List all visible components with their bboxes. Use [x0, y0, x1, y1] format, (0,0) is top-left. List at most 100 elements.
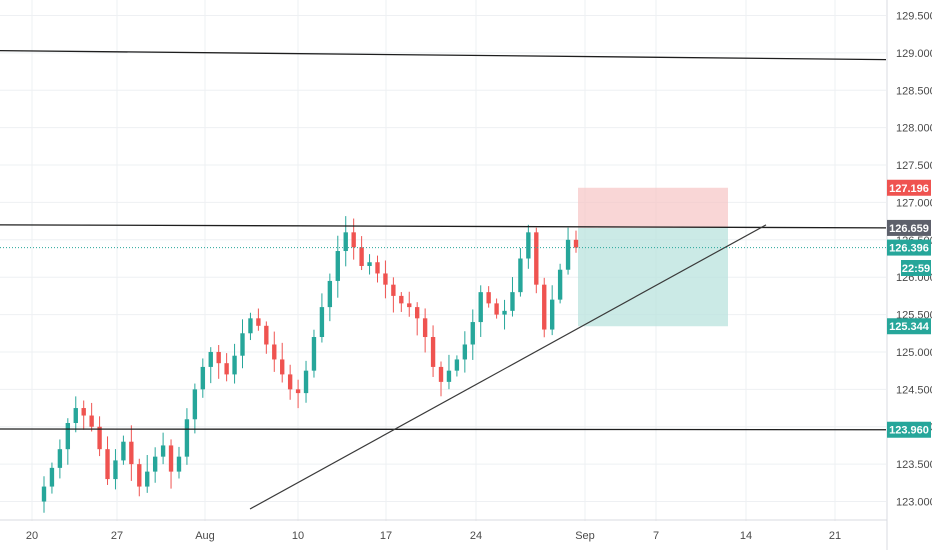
- candle: [343, 216, 348, 267]
- candle-body: [248, 318, 253, 334]
- badge-bg: [901, 260, 931, 276]
- badge-bg: [887, 179, 931, 196]
- candle-body: [303, 370, 309, 394]
- candle-body: [327, 280, 333, 308]
- candle-body: [518, 258, 523, 293]
- x-tick-label: 10: [292, 530, 304, 542]
- entry-price-badge: 126.659: [887, 219, 931, 236]
- badge-bg: [887, 239, 931, 256]
- ascending-trendline[interactable]: [249, 224, 767, 510]
- candle-body: [549, 299, 555, 330]
- badge-label: 125.344: [889, 321, 930, 333]
- candle: [573, 230, 579, 253]
- candle: [168, 439, 174, 489]
- candle: [208, 347, 213, 384]
- candle-body: [57, 449, 63, 468]
- candle-body: [160, 445, 166, 457]
- candle-body: [89, 415, 94, 427]
- x-tick-label: 17: [380, 530, 392, 542]
- y-tick-label: 127.000: [896, 197, 932, 209]
- candle-body: [438, 366, 444, 382]
- badge-bg: [887, 421, 931, 438]
- candle: [526, 224, 531, 269]
- candle: [160, 432, 166, 465]
- badge-label: 126.659: [889, 223, 929, 235]
- candle: [565, 227, 571, 275]
- candle-body: [311, 337, 317, 371]
- candle-body: [383, 273, 388, 285]
- x-tick-label: Aug: [195, 530, 215, 542]
- candle-body: [73, 408, 78, 424]
- candle-body: [462, 344, 468, 360]
- support-line[interactable]: [0, 428, 887, 431]
- candle: [422, 308, 428, 353]
- candle: [375, 255, 380, 283]
- candle: [462, 331, 468, 373]
- candle: [494, 298, 499, 319]
- resistance-line-top[interactable]: [0, 49, 887, 61]
- candle-body: [232, 355, 237, 375]
- badge-label: 127.196: [889, 183, 929, 195]
- take-profit-zone[interactable]: [578, 227, 728, 327]
- x-tick-label: 14: [740, 530, 752, 542]
- candle-body: [391, 284, 396, 296]
- x-tick-label: 20: [26, 530, 38, 542]
- candle: [549, 285, 555, 336]
- candle: [81, 400, 86, 430]
- candle-body: [367, 262, 372, 266]
- candle-body: [375, 262, 380, 274]
- candle-body: [486, 292, 491, 304]
- candle: [200, 358, 205, 398]
- candle-body: [430, 337, 436, 367]
- candle: [319, 293, 325, 343]
- candle: [510, 277, 515, 317]
- candle: [152, 447, 158, 483]
- candle-body: [335, 251, 340, 281]
- candle: [391, 277, 396, 313]
- badge-bg: [887, 318, 931, 335]
- candle-body: [49, 467, 55, 487]
- candle-body: [565, 239, 571, 270]
- candle-body: [113, 460, 118, 480]
- stop-loss-zone[interactable]: [578, 187, 728, 228]
- candle-body: [145, 471, 150, 487]
- candle: [224, 353, 229, 382]
- candle-body: [200, 366, 205, 390]
- candle-body: [534, 232, 539, 285]
- candle-body: [446, 370, 452, 382]
- candle-body: [97, 426, 102, 450]
- candles: [41, 216, 579, 513]
- y-tick-label: 129.500: [896, 10, 932, 22]
- badge-label: 123.960: [889, 425, 929, 437]
- y-tick-label: 128.500: [896, 85, 932, 97]
- x-tick-label: Sep: [575, 530, 595, 542]
- candle: [359, 236, 364, 271]
- candle-body: [121, 441, 126, 461]
- candle-body: [510, 292, 515, 311]
- x-tick-label: 27: [111, 530, 123, 542]
- candle: [248, 312, 253, 341]
- candle: [287, 364, 293, 400]
- candle-body: [280, 359, 285, 375]
- last-price-badge: 126.396: [887, 239, 931, 256]
- badge-label: 126.396: [889, 243, 929, 255]
- target-price-badge: 125.344: [887, 318, 931, 335]
- candle-body: [192, 389, 198, 420]
- candle-body: [343, 232, 348, 252]
- candle-body: [287, 374, 293, 390]
- candle-body: [224, 363, 229, 375]
- candle: [65, 418, 71, 465]
- candle-body: [557, 269, 563, 300]
- candle: [272, 331, 277, 372]
- candle: [137, 458, 142, 497]
- candle-body: [168, 445, 174, 472]
- candle: [327, 273, 333, 322]
- candle-body: [240, 333, 245, 356]
- candle: [232, 343, 237, 384]
- candle: [216, 345, 221, 379]
- y-tick-label: 123.000: [896, 497, 932, 509]
- candle-body: [152, 456, 158, 472]
- candle: [184, 408, 190, 465]
- resistance-line-mid[interactable]: [0, 224, 887, 229]
